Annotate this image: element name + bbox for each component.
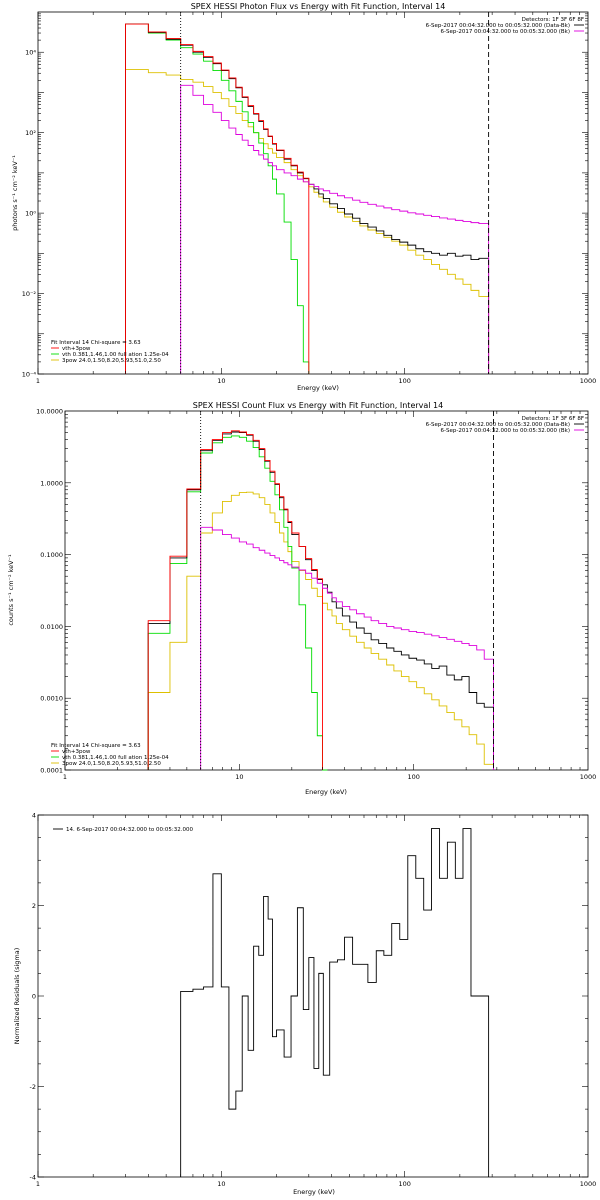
x-tick-label: 10	[217, 1180, 225, 1188]
count-flux-axes-frame	[64, 410, 589, 771]
count-flux-fit-header: Fit Interval 14 Chi-square = 3.63	[51, 743, 141, 749]
count-flux-title: SPEX HESSI Count Flux vs Energy with Fit…	[193, 401, 444, 410]
y-tick-label: 2	[32, 902, 36, 910]
legend-entry-label: 6-Sep-2017 00:04:32.000 to 00:05:32.000 …	[426, 23, 570, 29]
x-tick-label: 100	[398, 1180, 410, 1188]
photon-flux-panel: SPEX HESSI Photon Flux vs Energy with Fi…	[11, 2, 596, 392]
x-tick-label: 10	[235, 773, 243, 781]
y-tick-label: 0	[32, 993, 36, 1001]
x-tick-label: 1000	[580, 1180, 597, 1188]
photon-flux-fit-header: Fit Interval 14 Chi-square = 3.63	[51, 340, 141, 346]
series-residuals-line	[180, 828, 490, 1177]
x-tick-label: 1	[63, 773, 67, 781]
y-tick-label: 10⁴	[25, 49, 36, 57]
x-tick-label: 1	[36, 1180, 40, 1188]
residuals-y-axis-label: Normalized Residuals (sigma)	[13, 948, 21, 1045]
series-bpow-line	[125, 69, 490, 374]
photon-flux-title: SPEX HESSI Photon Flux vs Energy with Fi…	[191, 2, 446, 11]
photon-flux-ticks: 1 10 100 1000 10⁻⁴ 10⁻² 10⁰ 10² 10⁴	[22, 12, 597, 385]
x-tick-label: 1000	[580, 773, 597, 781]
legend-entry-label: 6-Sep-2017 00:04:32.000 to 00:05:32.000 …	[441, 29, 571, 35]
legend-entry-label: vth+3pow	[62, 346, 91, 352]
y-tick-label: 4	[32, 812, 36, 820]
count-flux-marks	[147, 411, 494, 771]
count-flux-x-axis-label: Energy (keV)	[305, 788, 347, 796]
residuals-x-axis-label: Energy (keV)	[293, 1188, 335, 1196]
photon-flux-detectors-text: Detectors: 1F 3F 6F 8F	[522, 17, 584, 23]
y-tick-label: -2	[30, 1083, 36, 1091]
count-flux-y-axis-label: counts s⁻¹ cm⁻² keV⁻¹	[7, 554, 15, 626]
y-tick-label: 10⁻⁴	[22, 371, 37, 379]
series-fit_total-line	[147, 430, 323, 770]
legend-entry-label: vth+3pow	[62, 749, 91, 755]
series-fit_total-line	[125, 23, 310, 374]
x-tick-label: 100	[398, 377, 410, 385]
series-background-line	[180, 84, 490, 374]
x-tick-label: 1	[36, 377, 40, 385]
legend-entry-label: 6-Sep-2017 00:04:32.000 to 00:05:32.000 …	[426, 422, 570, 428]
residuals-ticks: 1 10 100 1000 -4 -2 0 2 4	[30, 812, 597, 1189]
x-tick-label: 100	[407, 773, 419, 781]
legend-entry-label: vth 0.381,1.46,1.00 full ation 1.25e-04	[62, 352, 169, 358]
y-tick-label: 0.0010	[40, 695, 63, 703]
legend-entry-label: 3pow 24.0,1.50,8.20,5.93,51.0,2.50	[62, 358, 161, 364]
series-total-line	[125, 23, 490, 374]
y-tick-label: 0.0100	[40, 623, 63, 631]
count-flux-ticks: 1 10 100 1000 0.0001 0.0010 0.0100 0.1000 1.0000…	[36, 408, 596, 782]
photon-flux-y-axis-label: photons s⁻¹ cm⁻² keV⁻¹	[11, 155, 19, 231]
legend-entry-label: 3pow 24.0,1.50,8.20,5.93,51.0,2.50	[62, 761, 161, 767]
residuals-panel: 1 10 100 1000 -4 -2 0 2 4 Energy (keV) Normalize…	[13, 812, 596, 1197]
y-tick-label: 0.1000	[40, 551, 63, 559]
legend-entry-label: vth 0.381,1.46,1.00 full ation 1.25e-04	[62, 755, 169, 761]
series-total-line	[147, 431, 494, 770]
count-flux-legend-top-right: 6-Sep-2017 00:04:32.000 to 00:05:32.000 …	[426, 422, 584, 434]
legend-entry-label: 14. 6-Sep-2017 00:04:32.000 to 00:05:32.…	[66, 827, 193, 833]
count-flux-panel: SPEX HESSI Count Flux vs Energy with Fit…	[7, 401, 596, 796]
series-vth-line	[147, 435, 328, 771]
photon-flux-x-axis-label: Energy (keV)	[297, 384, 339, 392]
y-tick-label: 10⁰	[25, 210, 36, 218]
y-tick-label: 10⁻²	[22, 290, 37, 298]
photon-flux-legend-top-right: 6-Sep-2017 00:04:32.000 to 00:05:32.000 …	[426, 23, 584, 35]
residuals-legend-top-left: 14. 6-Sep-2017 00:04:32.000 to 00:05:32.…	[53, 827, 193, 833]
y-tick-label: 1.0000	[40, 479, 63, 487]
photon-flux-marks	[125, 12, 490, 374]
y-tick-label: -4	[30, 1174, 36, 1182]
y-tick-label: 10.0000	[36, 408, 63, 416]
x-tick-label: 10	[217, 377, 225, 385]
series-bpow-line	[147, 491, 494, 770]
y-tick-label: 0.0001	[40, 767, 63, 775]
photon-flux-axes-frame	[37, 11, 589, 375]
series-vth-line	[125, 23, 310, 374]
x-tick-label: 1000	[580, 377, 597, 385]
count-flux-detectors-text: Detectors: 1F 3F 6F 8F	[522, 416, 584, 422]
residuals-marks	[180, 828, 490, 1177]
legend-entry-label: 6-Sep-2017 00:04:32.000 to 00:05:32.000 …	[441, 428, 571, 434]
series-background-line	[200, 526, 494, 770]
residuals-axes-frame	[37, 814, 589, 1178]
y-tick-label: 10²	[25, 129, 36, 137]
